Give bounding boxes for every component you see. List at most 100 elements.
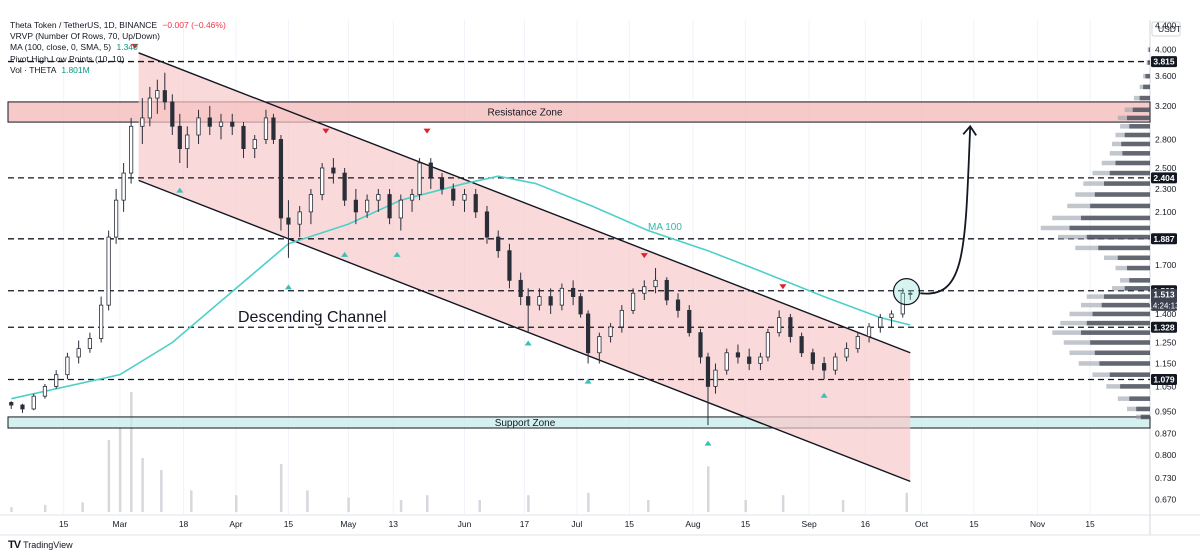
candle — [207, 105, 212, 135]
time-tick-label: Jul — [571, 519, 582, 529]
price-tick-label: 1.150 — [1155, 358, 1177, 368]
price-tick-label: 2.300 — [1155, 184, 1177, 194]
price-tick-label: 0.670 — [1155, 495, 1177, 505]
volume-bar — [647, 500, 650, 512]
breakout-circle — [892, 278, 921, 306]
volume-profile-up-bar — [1092, 311, 1150, 317]
candle — [185, 126, 190, 168]
chart-legend: Theta Token / TetherUS, 1D, BINANCE −0.0… — [10, 20, 226, 76]
candle — [724, 348, 729, 375]
volume-bar — [306, 490, 309, 512]
candle-body-up — [889, 313, 894, 318]
time-tick-label: 15 — [1085, 519, 1095, 529]
candle-body-down — [484, 211, 490, 238]
candle-body-up — [365, 199, 370, 213]
time-tick-label: May — [340, 519, 357, 529]
candle-body-up — [608, 326, 613, 337]
volume-bar — [43, 504, 47, 512]
projection-arrow-head — [962, 124, 977, 136]
candle-body-up — [308, 194, 314, 213]
volume-profile-up-bar — [1140, 414, 1150, 420]
ma-label: MA 100 — [648, 222, 682, 233]
volume-bar — [744, 500, 747, 512]
candle-body-down — [473, 194, 478, 213]
candle — [844, 342, 849, 362]
price-tick-label: 0.730 — [1155, 473, 1177, 483]
price-tick-label: 4.000 — [1155, 45, 1177, 55]
candle-body-down — [170, 101, 175, 127]
volume-profile-up-bar — [1081, 330, 1150, 335]
legend-vrvp[interactable]: VRVP (Number Of Rows, 70, Up/Down) — [10, 31, 160, 42]
candle — [196, 109, 201, 144]
candle-body-up — [65, 356, 70, 376]
candle-body-up — [320, 167, 325, 195]
candle — [518, 272, 523, 306]
price-tick-label: 2.800 — [1155, 134, 1177, 144]
volume-profile-up-bar — [1124, 286, 1150, 291]
candle-body-up — [724, 352, 729, 371]
time-tick-label: 16 — [861, 519, 871, 529]
volume-profile-up-bar — [1120, 384, 1150, 389]
candle — [286, 200, 291, 258]
candle — [252, 134, 257, 159]
volume-profile-up-bar — [1145, 73, 1150, 79]
candle-body-down — [241, 125, 246, 150]
price-change: −0.007 (−0.46%) — [162, 20, 226, 30]
channel-lower-line — [138, 179, 911, 483]
candles[interactable] — [9, 72, 913, 426]
candle — [810, 348, 815, 371]
candle — [735, 344, 741, 364]
candle-body-up — [758, 356, 763, 364]
candle-body-up — [630, 292, 636, 311]
candle — [822, 357, 827, 380]
candle-body-down — [705, 356, 711, 387]
candle — [177, 113, 182, 163]
candle-body-down — [571, 287, 576, 297]
pivot-high-marker — [131, 43, 139, 49]
support-zone — [7, 416, 1151, 429]
candle — [409, 188, 415, 212]
candle-body-up — [42, 385, 48, 397]
legend-vol-row[interactable]: Vol · THETA 1.801M — [10, 65, 226, 76]
price-tick-label: 2.500 — [1155, 163, 1177, 173]
volume-profile-up-bar — [1094, 350, 1150, 356]
candle — [866, 323, 872, 343]
volume-profile-up-bar — [1094, 192, 1150, 197]
legend-ma: MA (100, close, 0, SMA, 5) — [10, 42, 112, 53]
price-label-text: 1.328 — [1153, 322, 1175, 332]
legend-ma-row[interactable]: MA (100, close, 0, SMA, 5) 1.340 — [10, 42, 226, 53]
volume-profile-up-bar — [1069, 225, 1150, 231]
price-tick-label: 3.600 — [1155, 71, 1177, 81]
symbol-title[interactable]: Theta Token / TetherUS, 1D, BINANCE — [10, 20, 158, 30]
volume-bar — [279, 464, 283, 512]
volume-bar — [706, 466, 710, 512]
price-label-box — [1151, 321, 1177, 333]
volume-bar — [426, 495, 429, 512]
volume-bar — [81, 502, 84, 512]
candle — [705, 352, 711, 426]
candle-body-down — [439, 177, 445, 190]
candle — [241, 122, 246, 159]
price-tick-label: 2.100 — [1155, 207, 1177, 217]
candle — [833, 352, 838, 375]
candle-body-down — [822, 363, 827, 371]
time-tick-label: 13 — [389, 519, 399, 529]
price-label-box — [1151, 233, 1177, 245]
candle — [484, 205, 490, 244]
candle-body-up — [713, 369, 718, 387]
footer-brand[interactable]: TV TradingView — [8, 539, 73, 551]
candle-body-down — [207, 117, 212, 127]
candle — [387, 188, 392, 225]
volume-profile-up-bar — [1098, 245, 1150, 251]
candle-body-down — [735, 352, 741, 358]
candle-body-down — [342, 172, 347, 201]
legend-pivot[interactable]: Pivot High Low Points (10, 10) — [10, 53, 125, 64]
time-tick-label: Aug — [685, 519, 700, 529]
price-label-box — [1151, 56, 1177, 68]
candle-body-down — [451, 188, 456, 201]
candle-body-down — [578, 296, 583, 315]
candle — [642, 280, 647, 300]
candle-body-up — [642, 286, 647, 294]
candle — [31, 393, 36, 411]
